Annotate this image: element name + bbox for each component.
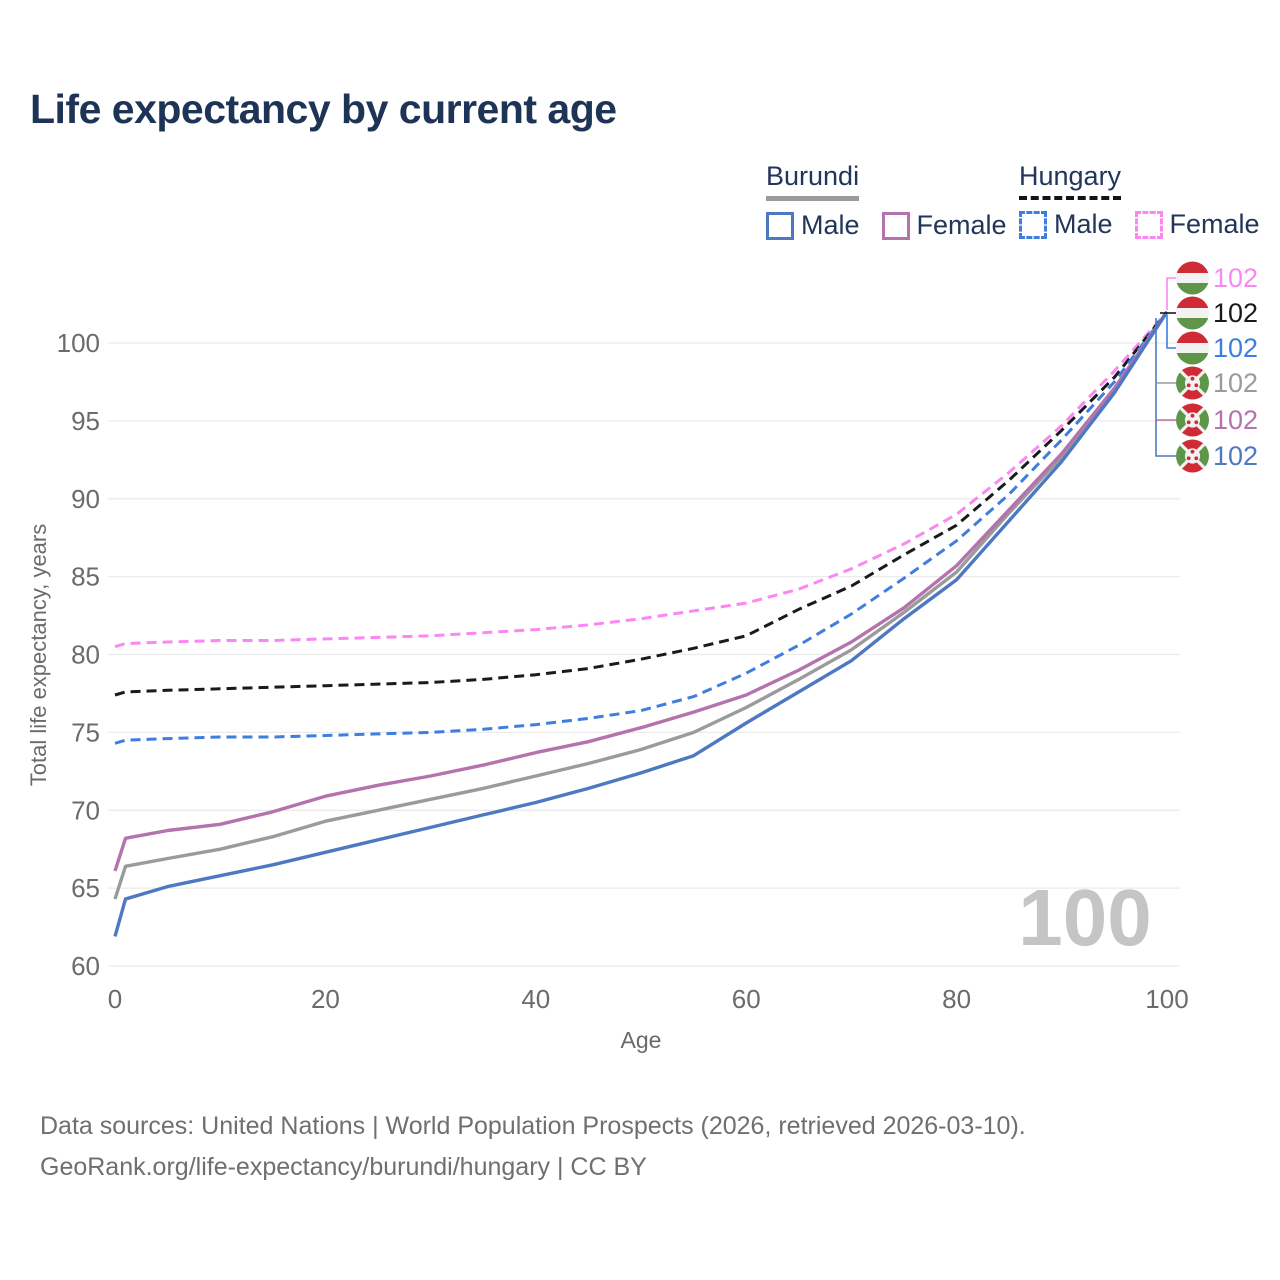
y-tick-label: 70 [71,795,100,825]
legend-group-hungary: Hungary Male Female [1019,161,1260,240]
x-tick-label: 80 [942,984,971,1014]
page-title: Life expectancy by current age [30,86,617,132]
x-axis-title: Age [621,1027,662,1053]
legend-item-label: Female [916,210,1007,240]
legend-item-label: Male [801,210,860,240]
legend-burundi-title: Burundi [766,161,860,201]
y-tick-label: 65 [71,873,100,903]
series-line-burundi[interactable] [113,310,1169,900]
end-label-burundi: 102 [1213,368,1258,398]
y-tick-label: 100 [57,328,100,358]
legend-item-burundi-female[interactable]: Female [881,210,1007,241]
legend-item-burundi-male[interactable]: Male [766,210,860,241]
y-tick-label: 85 [71,562,100,592]
end-label-hungary: 102 [1213,298,1258,328]
footer: Data sources: United Nations | World Pop… [40,1106,1026,1188]
burundi-male-swatch-icon[interactable] [766,211,794,240]
x-tick-label: 40 [521,984,550,1014]
hungary-flag-icon [1176,332,1209,365]
line-chart: 60 65 70 75 80 85 90 95 100 0 20 40 60 80 100 100 Tot… [26,0,1258,1053]
legend-hungary-items: Male Female [1019,209,1260,240]
leader-burundi-male [1155,318,1176,457]
y-tick-label: 75 [71,717,100,747]
x-tick-label: 0 [108,984,122,1014]
y-axis-tick-labels: 60 65 70 75 80 85 90 95 100 [57,328,100,981]
footer-sources-line: Data sources: United Nations | World Pop… [40,1112,1026,1140]
legend-burundi-items: Male Female [766,210,1007,241]
series-line-burundi-male[interactable] [113,310,1169,937]
end-label-hungary-male: 102 [1213,333,1258,363]
end-label-burundi-male: 102 [1213,441,1258,471]
leader-hungary-female [1166,277,1176,310]
series-line-hungary-male[interactable] [114,310,1169,745]
x-tick-label: 100 [1145,984,1188,1014]
x-tick-label: 60 [732,984,761,1014]
burundi-flag-icon [1176,440,1209,473]
hungary-male-swatch-icon[interactable] [1019,210,1047,239]
end-label-leader-lines [1155,277,1176,457]
series-line-burundi-female[interactable] [113,310,1169,872]
y-axis-title: Total life expectancy, years [26,524,51,787]
hungary-flag-icon [1176,262,1209,295]
y-tick-label: 80 [71,640,100,670]
y-tick-label: 90 [71,484,100,514]
x-tick-label: 20 [311,984,340,1014]
legend-item-hungary-male[interactable]: Male [1019,209,1113,240]
series-line-hungary[interactable] [114,310,1169,697]
burundi-female-swatch-icon[interactable] [881,211,910,240]
legend-item-label: Female [1169,209,1260,239]
end-label-hungary-female: 102 [1213,263,1258,293]
end-label-burundi-female: 102 [1213,405,1258,435]
y-tick-label: 60 [71,951,100,981]
burundi-flag-icon [1176,404,1209,437]
footer-link-line: GeoRank.org/life-expectancy/burundi/hung… [40,1153,647,1181]
legend-item-label: Male [1054,209,1113,239]
legend-group-burundi: Burundi Male Female [766,161,1007,241]
hungary-flag-icon [1176,297,1209,330]
leader-hungary-male [1166,315,1176,349]
gridlines [108,342,1180,967]
series-end-labels: 102 102 102 102 102 102 [1176,262,1258,473]
series-line-hungary-female[interactable] [114,310,1169,649]
burundi-flag-icon [1176,367,1209,400]
y-tick-label: 95 [71,406,100,436]
hungary-female-swatch-icon[interactable] [1134,210,1163,239]
legend-hungary-title: Hungary [1019,161,1122,200]
series-lines [113,310,1169,937]
x-axis-tick-labels: 0 20 40 60 80 100 [108,984,1189,1014]
legend-item-hungary-female[interactable]: Female [1134,209,1260,240]
watermark-100: 100 [1018,873,1151,962]
